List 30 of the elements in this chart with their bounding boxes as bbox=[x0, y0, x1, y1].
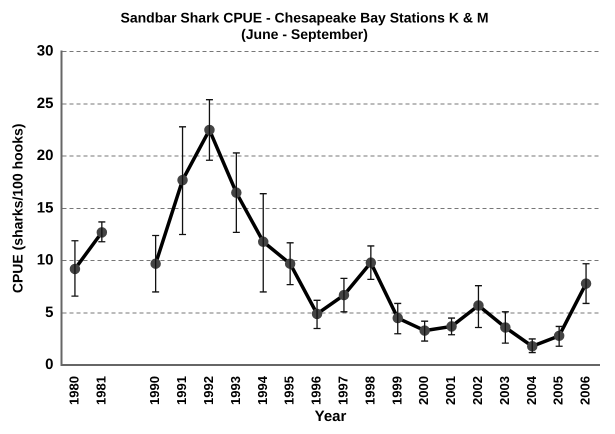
x-tick-label: 1995 bbox=[282, 376, 297, 405]
y-tick-label: 10 bbox=[36, 252, 54, 269]
x-tick-label: 1992 bbox=[201, 376, 216, 405]
x-tick-label: 1997 bbox=[336, 376, 351, 405]
x-tick-label: 2003 bbox=[496, 376, 512, 405]
x-tick-label: 1990 bbox=[147, 376, 162, 405]
x-tick-label: 1991 bbox=[174, 376, 190, 405]
x-tick-label: 1993 bbox=[228, 376, 243, 405]
y-tick-label: 0 bbox=[45, 356, 54, 374]
x-tick-label: 1994 bbox=[254, 375, 270, 405]
x-tick-label: 1999 bbox=[389, 376, 404, 405]
x-tick-label: 2005 bbox=[550, 376, 566, 405]
y-tick-label: 30 bbox=[36, 42, 54, 60]
chart-title: Sandbar Shark CPUE - Chesapeake Bay Stations K & M bbox=[120, 9, 488, 26]
x-tick-label: 2000 bbox=[416, 376, 432, 405]
y-tick-label: 15 bbox=[36, 199, 54, 216]
x-tick-label: 2002 bbox=[470, 376, 486, 405]
chart-subtitle: (June - September) bbox=[241, 26, 368, 42]
x-tick-label: 1998 bbox=[362, 376, 378, 405]
y-tick-label: 25 bbox=[36, 94, 54, 112]
x-tick-label: 1996 bbox=[308, 376, 324, 405]
x-tick-label: 2004 bbox=[524, 375, 539, 405]
x-tick-label: 2001 bbox=[443, 376, 458, 405]
y-axis-title: CPUE (sharks/100 hooks) bbox=[9, 124, 26, 294]
y-tick-label: 20 bbox=[36, 147, 54, 164]
x-tick-label: 1981 bbox=[93, 376, 108, 405]
x-tick-label: 1980 bbox=[66, 376, 82, 405]
x-axis-title: Year bbox=[314, 408, 347, 426]
x-tick-label: 2006 bbox=[578, 376, 593, 405]
y-tick-label: 5 bbox=[45, 304, 54, 321]
